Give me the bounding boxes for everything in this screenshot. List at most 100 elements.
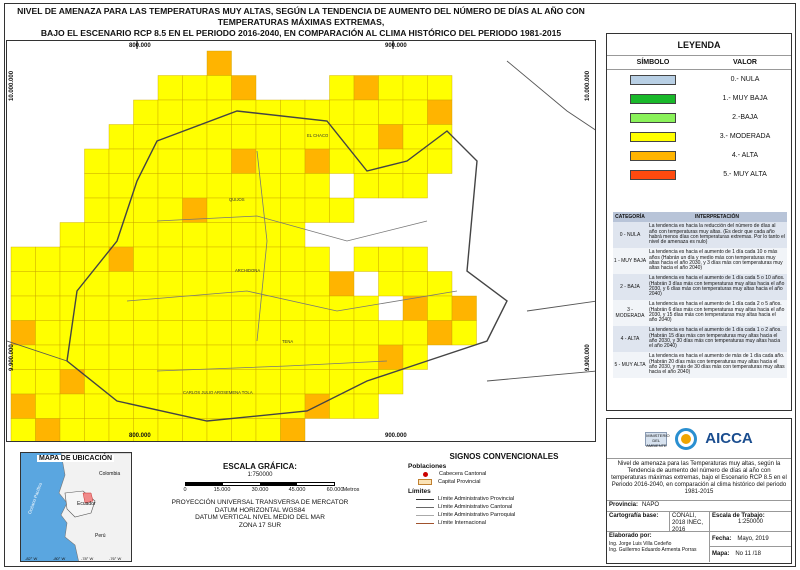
threat-cell [59,295,85,321]
threat-cell [59,369,85,395]
proj-line-2: DATUM HORIZONTAL WGS84 [214,506,306,514]
threat-cell [329,197,355,223]
inset-peru: Perú [95,533,106,539]
threat-cell [157,271,183,297]
threat-cell [157,99,183,125]
threat-cell [206,148,232,174]
threat-cell [10,393,36,419]
threat-cell [304,344,330,370]
coord-bottom-right: 900.000 [385,433,407,439]
interp-category: 2 - BAJA [620,284,640,290]
threat-cell [59,222,85,248]
threat-cell [206,271,232,297]
threat-cell [304,246,330,272]
capital-label: Capital Provincial [438,479,481,485]
legend-row: 4.- ALTA [607,146,791,165]
place-el-chaco: EL CHACO [307,133,329,138]
threat-cell [255,271,281,297]
threat-cell [353,173,379,199]
parroquial-label: Límite Administrativo Parroquial [438,512,516,518]
interp-category: 0 - NULA [619,232,641,238]
threat-cell [427,99,453,125]
threat-cell [157,344,183,370]
threat-cell [206,50,232,76]
threat-cell [10,246,36,272]
inset-map-svg [21,453,131,561]
threat-cell [329,99,355,125]
interpretation-row: 1 - MUY BAJA La tendencia es hacia el aum… [613,248,787,274]
location-inset-map[interactable]: MAPA DE UBICACIÓN Colombia Ecuador Perú … [20,452,132,562]
threat-cell [59,271,85,297]
base-value: CONALI, 2018 INEC, 2016 [669,512,709,533]
threat-cell [35,271,61,297]
coord-top-right: 900.000 [385,43,407,49]
threat-cell [108,222,134,248]
threat-cell [378,271,404,297]
threat-cell [157,418,183,441]
coord-left-bottom: 9.900.000 [9,344,15,371]
threat-cell [427,295,453,321]
interpretation-row: 4 - ALTA La tendencia es hacia el aumento… [613,326,787,352]
authors-row: Elaborado por: Ing. Jorge Luis Villa Ced… [607,532,791,562]
threat-cell [255,148,281,174]
interp-text: La tendencia es hacia la reducción del n… [649,223,785,246]
regional-line [7,60,595,382]
threat-cell [35,418,61,441]
date-row: Fecha: Mayo, 2019 [710,532,791,547]
land [58,453,131,561]
threat-cell [231,246,257,272]
interp-col-category: CATEGORÍA [615,214,645,220]
threat-cell [255,418,281,441]
interp-category: 4 - ALTA [620,336,640,342]
cantonal-dot-icon [423,471,428,477]
threat-cell [35,246,61,272]
threat-cell [35,393,61,419]
canton-line [156,215,428,242]
threat-cell [402,124,428,150]
threat-cell [182,295,208,321]
legend-value: 4.- ALTA [731,152,759,159]
threat-cell [182,393,208,419]
threat-cell [84,393,110,419]
title-line-2: BAJO EL ESCENARIO RCP 8.5 EN EL PERIODO … [40,28,562,38]
threat-cell [157,320,183,346]
title-line-1: NIVEL DE AMENAZA PARA LAS TEMPERATURAS M… [17,6,585,27]
threat-cell [84,369,110,395]
author-2: Ing. Guillermo Eduardo Armenta Porras [609,547,697,553]
date-map-cell: Fecha: Mayo, 2019 Mapa: No 11 /18 [709,532,791,562]
threat-cell [402,320,428,346]
threat-cell [378,124,404,150]
threat-cell [329,75,355,101]
threat-cell [378,99,404,125]
province-boundary [66,110,508,422]
threat-cell [182,222,208,248]
threat-cell [280,418,306,441]
canton-line [126,290,458,312]
cantonal-line-label: Límite Administrativo Cantonal [438,504,513,510]
province-row: Provincia: NAPO [607,501,791,512]
legend-swatch [630,150,676,161]
threat-cell [427,75,453,101]
coord-left-top: 10.000.000 [9,70,15,101]
threat-cell [280,369,306,395]
inset-ecuador: Ecuador [77,501,96,507]
province-label: Provincia: [609,502,639,508]
threat-cell [280,222,306,248]
legend-row: 5.- MUY ALTA [607,165,791,184]
threat-cell [255,344,281,370]
international-label: Límite Internacional [438,520,486,526]
threat-cell [329,295,355,321]
main-map[interactable]: 800.000 900.000 800.000 900.000 10.000.0… [6,40,596,442]
threat-grid-map [7,41,595,441]
threat-cell [108,246,134,272]
threat-cell [133,344,159,370]
interp-text: La tendencia es hacia el aumento de 1 dí… [649,301,785,324]
canton-line [156,360,388,372]
made-by-label: Elaborado por: [609,533,652,539]
threat-cell [304,320,330,346]
scale-block: ESCALA GRÁFICA: 1:750000 0 15.000 30.000… [150,462,370,529]
date-label: Fecha: [712,536,732,542]
threat-cell [329,344,355,370]
interp-text: La tendencia es hacia el aumento de más … [649,353,785,376]
place-arosemena-tola: CARLOS JULIO AROSEMENA TOLA [183,390,253,395]
